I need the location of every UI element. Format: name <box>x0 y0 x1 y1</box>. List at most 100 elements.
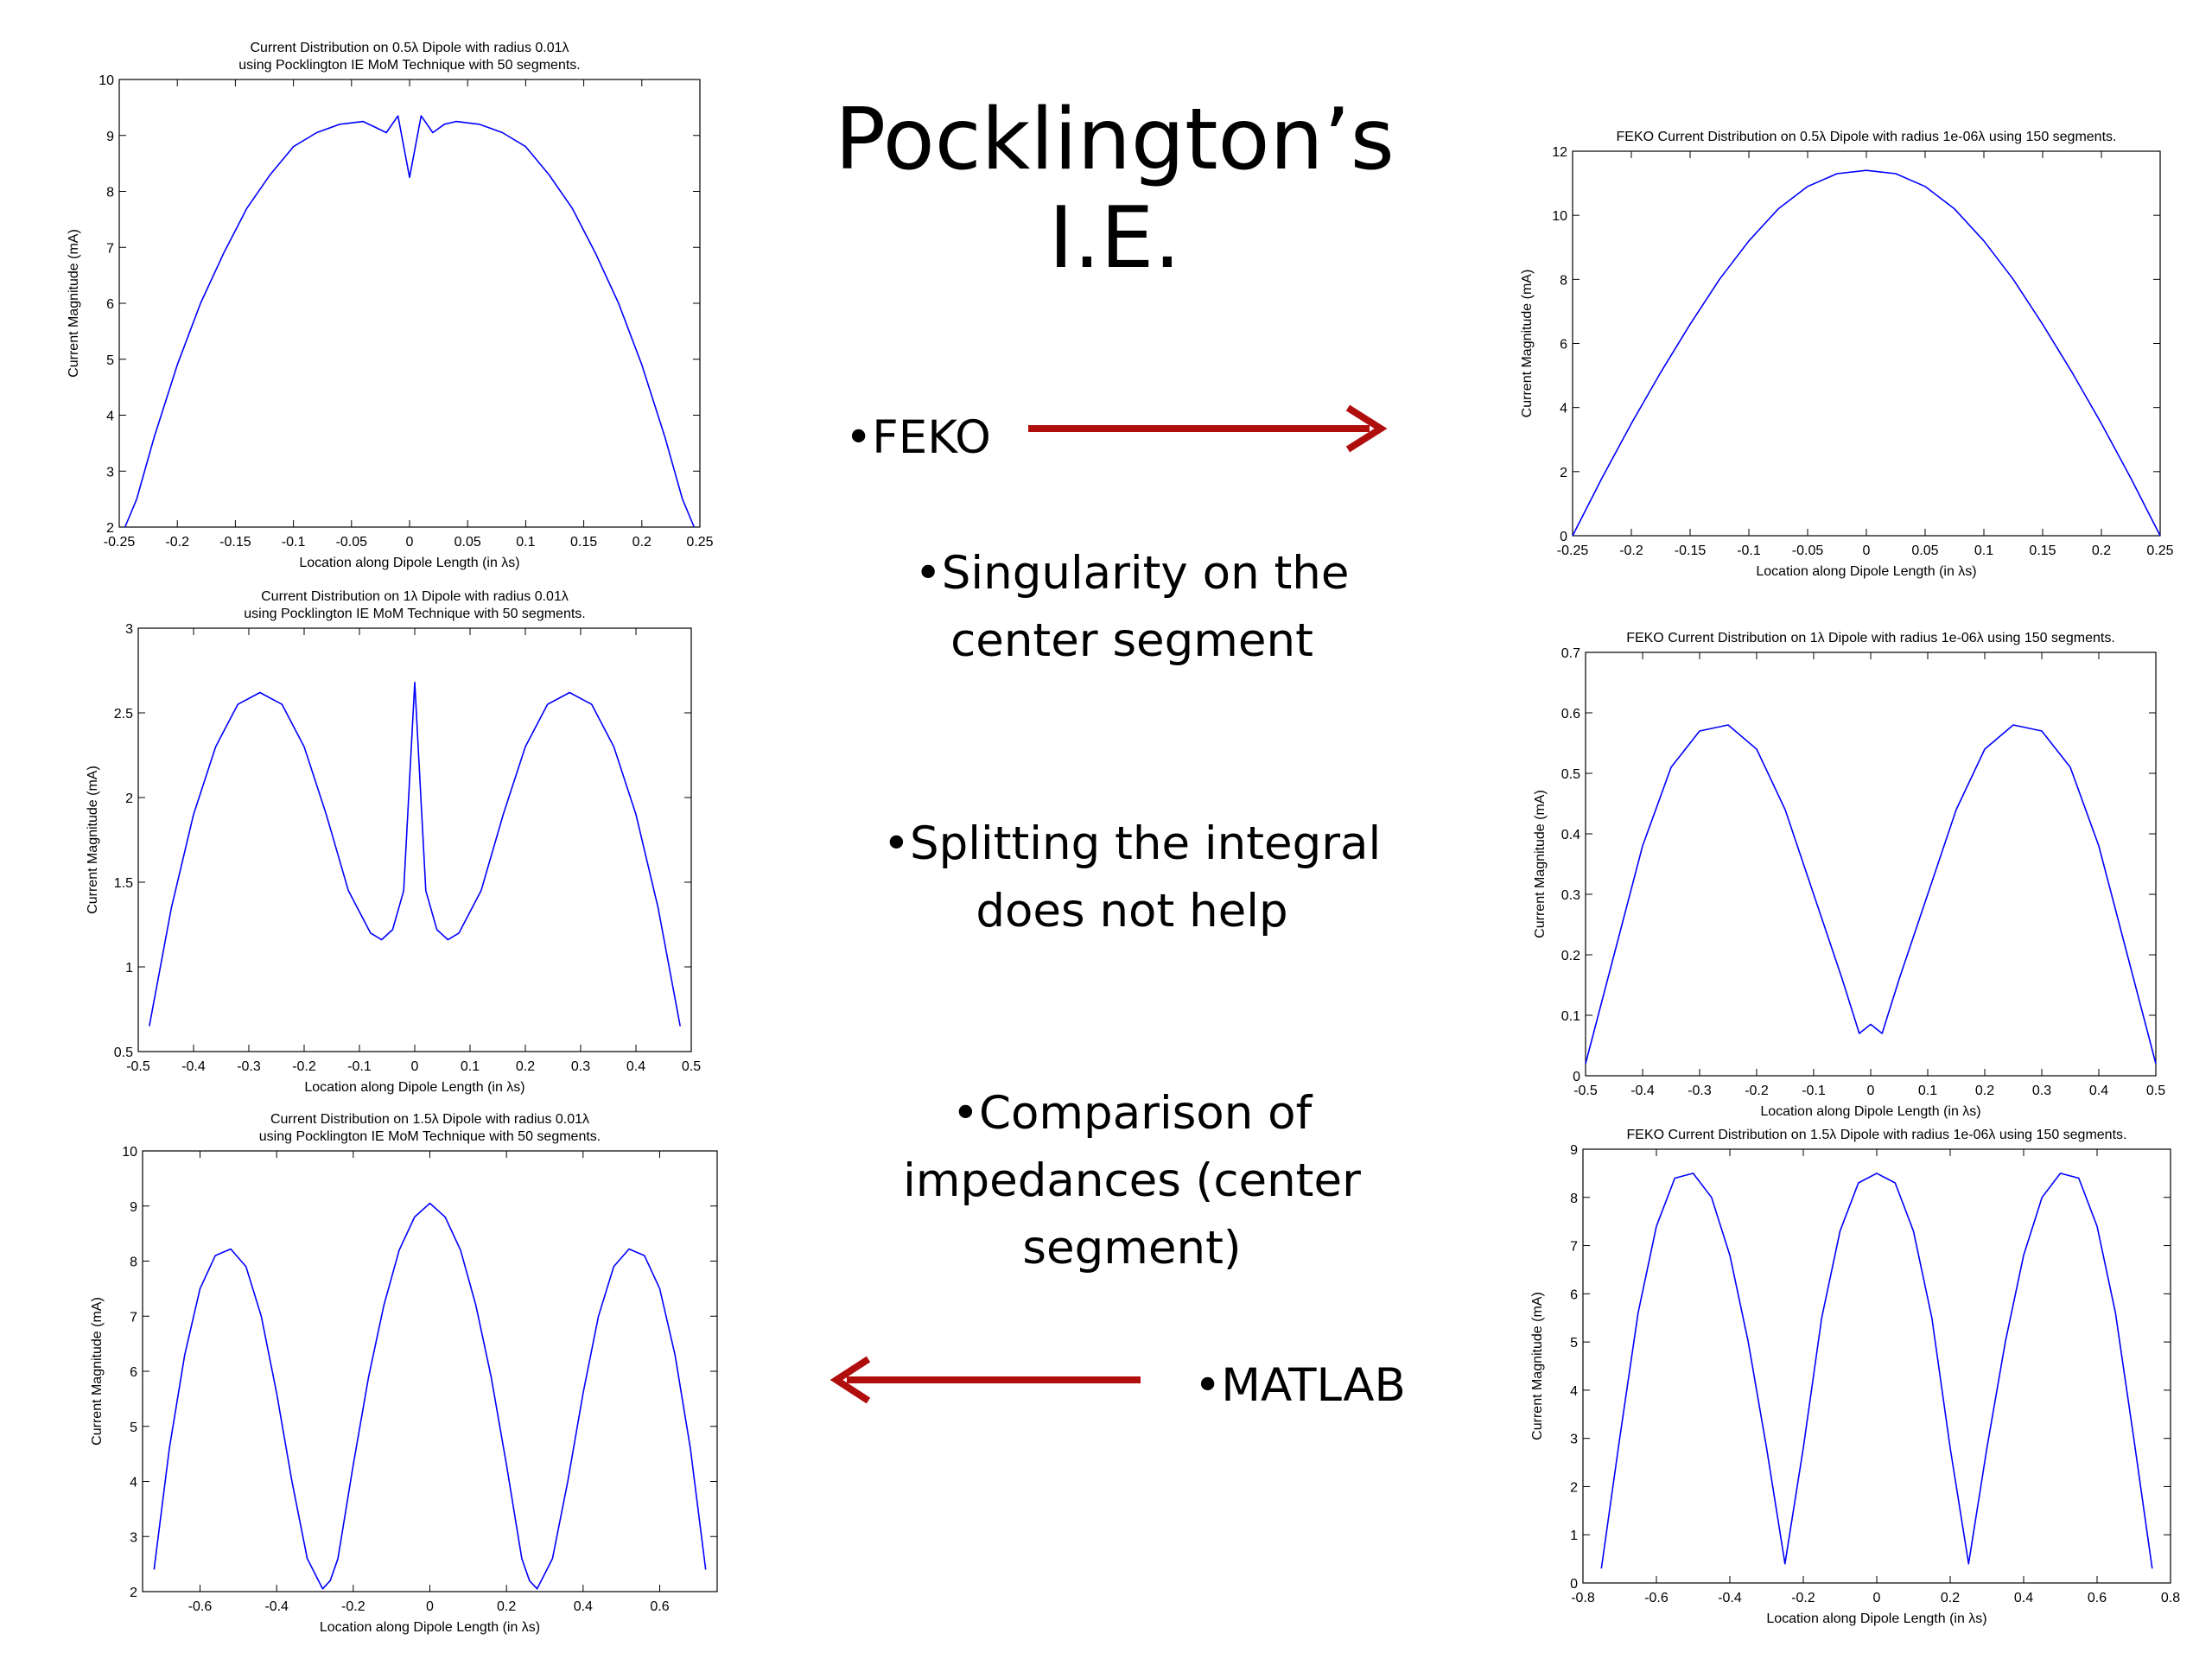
x-tick-label: -0.05 <box>336 535 368 550</box>
x-tick-label: -0.4 <box>264 1599 289 1614</box>
x-axis-label: Location along Dipole Length (in λs) <box>304 1080 524 1095</box>
y-tick-label: 2 <box>1560 466 1567 480</box>
y-tick-label: 0.3 <box>1561 888 1580 903</box>
x-tick-label: -0.2 <box>341 1599 365 1614</box>
x-tick-label: 0.5 <box>2146 1084 2165 1098</box>
bullet-splitting-line2: does not help <box>976 885 1288 938</box>
x-tick-label: -0.3 <box>1688 1084 1712 1098</box>
y-tick-label: 1 <box>125 961 133 976</box>
y-tick-label: 0 <box>1570 1577 1578 1592</box>
x-tick-label: -0.1 <box>347 1059 372 1074</box>
y-tick-label: 3 <box>125 622 133 637</box>
plot-frame <box>1582 1148 2171 1584</box>
x-tick-label: 0.05 <box>454 535 481 550</box>
x-tick-label: -0.6 <box>1644 1591 1669 1605</box>
y-tick-label: 7 <box>130 1310 137 1325</box>
y-tick-label: 7 <box>1570 1240 1578 1255</box>
bullet-singularity-line1: •Singularity on the <box>914 547 1350 600</box>
chart-title-line: using Pocklington IE MoM Technique with … <box>244 607 585 621</box>
y-tick-label: 1 <box>1570 1529 1578 1543</box>
x-tick-label: 0 <box>411 1059 419 1074</box>
bullet-comparison-line3: segment) <box>1022 1222 1242 1274</box>
chart-title-line: Current Distribution on 1λ Dipole with r… <box>261 589 569 604</box>
x-tick-label: 0.2 <box>2092 543 2111 558</box>
plot-frame <box>137 627 692 1052</box>
x-tick-label: -0.2 <box>165 535 189 550</box>
bullet-matlab: •MATLAB <box>1194 1359 1406 1412</box>
x-tick-label: 0.2 <box>497 1599 516 1614</box>
x-tick-label: -0.2 <box>1619 543 1643 558</box>
x-tick-label: -0.05 <box>1792 543 1824 558</box>
x-tick-label: 0.3 <box>2032 1084 2051 1098</box>
y-tick-label: 0.7 <box>1561 646 1580 661</box>
plot-frame <box>1572 150 2161 537</box>
y-tick-label: 9 <box>1570 1143 1578 1158</box>
x-tick-label: -0.4 <box>181 1059 206 1074</box>
x-tick-label: -0.4 <box>1718 1591 1742 1605</box>
chart-feko-1-dipole: FEKO Current Distribution on 1λ Dipole w… <box>1533 631 2165 1119</box>
chart-title-line: Current Distribution on 0.5λ Dipole with… <box>250 41 569 55</box>
arrow-to-matlab <box>830 1356 1141 1404</box>
y-tick-label: 6 <box>130 1365 137 1380</box>
y-axis-label: Current Magnitude (mA) <box>1533 790 1548 938</box>
chart-feko-0p5-dipole: FEKO Current Distribution on 0.5λ Dipole… <box>1520 130 2174 579</box>
y-tick-label: 8 <box>1560 273 1567 288</box>
chart-title-line: FEKO Current Distribution on 1λ Dipole w… <box>1626 631 2115 645</box>
bullet-feko: •FEKO <box>845 411 991 464</box>
x-tick-label: 0.2 <box>1975 1084 1994 1098</box>
y-tick-label: 0.6 <box>1561 707 1580 721</box>
y-tick-label: 8 <box>106 186 114 200</box>
chart-title-line: Current Distribution on 1.5λ Dipole with… <box>270 1112 589 1127</box>
x-tick-label: -0.5 <box>126 1059 150 1074</box>
chart-title-line: FEKO Current Distribution on 0.5λ Dipole… <box>1617 130 2117 144</box>
y-tick-label: 5 <box>130 1421 137 1435</box>
x-tick-label: 0.4 <box>574 1599 593 1614</box>
y-tick-label: 6 <box>1570 1287 1578 1302</box>
y-tick-label: 2.5 <box>114 707 133 721</box>
series-line <box>149 681 681 1027</box>
y-tick-label: 0.5 <box>114 1046 133 1060</box>
x-tick-label: 0.05 <box>1911 543 1938 558</box>
plot-frame <box>142 1150 718 1592</box>
x-tick-label: 0 <box>406 535 414 550</box>
x-tick-label: -0.1 <box>1802 1084 1826 1098</box>
y-tick-label: 0.4 <box>1561 828 1580 842</box>
y-tick-label: 4 <box>1570 1384 1578 1399</box>
y-tick-label: 5 <box>1570 1336 1578 1351</box>
chart-title-line: using Pocklington IE MoM Technique with … <box>259 1129 601 1144</box>
x-tick-label: 0.25 <box>686 535 713 550</box>
y-tick-label: 6 <box>106 297 114 312</box>
x-tick-label: -0.4 <box>1630 1084 1655 1098</box>
x-axis-label: Location along Dipole Length (in λs) <box>1766 1611 1986 1626</box>
y-tick-label: 9 <box>130 1200 137 1215</box>
chart-feko-1p5-dipole: FEKO Current Distribution on 1.5λ Dipole… <box>1530 1128 2180 1626</box>
y-axis-label: Current Magnitude (mA) <box>1520 270 1535 418</box>
x-tick-label: -0.2 <box>292 1059 316 1074</box>
y-tick-label: 4 <box>130 1476 137 1491</box>
x-tick-label: 0.15 <box>2029 543 2056 558</box>
x-tick-label: 0.1 <box>1974 543 1993 558</box>
y-tick-label: 0.1 <box>1561 1009 1580 1024</box>
y-tick-label: 9 <box>106 130 114 144</box>
bullet-comparison-line2: impedances (center <box>903 1154 1361 1207</box>
chart-matlab-1-dipole: Current Distribution on 1λ Dipole with r… <box>86 589 701 1095</box>
y-tick-label: 0.5 <box>1561 767 1580 782</box>
y-tick-label: 3 <box>1570 1433 1578 1447</box>
y-tick-label: 6 <box>1560 338 1567 353</box>
x-tick-label: 0.2 <box>1941 1591 1960 1605</box>
chart-matlab-1p5-dipole: Current Distribution on 1.5λ Dipole with… <box>90 1112 718 1635</box>
y-tick-label: 3 <box>106 465 114 480</box>
y-tick-label: 4 <box>106 410 114 424</box>
chart-title-line: FEKO Current Distribution on 1.5λ Dipole… <box>1627 1128 2127 1142</box>
x-tick-label: 0.5 <box>682 1059 701 1074</box>
x-axis-label: Location along Dipole Length (in λs) <box>1760 1104 1980 1119</box>
x-tick-label: 0.4 <box>626 1059 645 1074</box>
y-tick-label: 2 <box>125 791 133 806</box>
y-tick-label: 0 <box>1560 530 1567 544</box>
y-axis-label: Current Magnitude (mA) <box>86 766 100 914</box>
plot-frame <box>118 79 701 528</box>
y-tick-label: 0 <box>1573 1070 1580 1084</box>
y-tick-label: 1.5 <box>114 876 133 891</box>
y-tick-label: 7 <box>106 241 114 256</box>
